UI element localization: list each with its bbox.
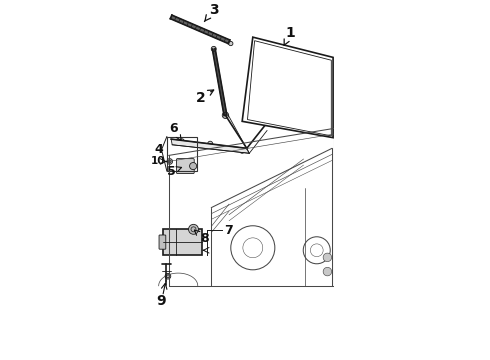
Circle shape <box>229 41 233 46</box>
Circle shape <box>323 267 332 276</box>
Circle shape <box>208 141 213 146</box>
Text: 3: 3 <box>204 3 219 22</box>
FancyBboxPatch shape <box>163 229 202 255</box>
FancyBboxPatch shape <box>176 159 194 174</box>
Circle shape <box>323 253 332 262</box>
Circle shape <box>222 112 229 118</box>
Circle shape <box>240 148 245 153</box>
Text: 1: 1 <box>284 26 295 45</box>
Circle shape <box>211 46 216 51</box>
Text: 6: 6 <box>169 122 181 140</box>
Circle shape <box>167 159 172 164</box>
FancyBboxPatch shape <box>159 235 166 249</box>
Polygon shape <box>171 139 249 153</box>
Circle shape <box>189 224 198 234</box>
Text: 5: 5 <box>167 165 182 177</box>
Text: 2: 2 <box>196 90 214 104</box>
Text: 10: 10 <box>151 157 166 166</box>
Circle shape <box>165 273 171 279</box>
Circle shape <box>179 139 184 144</box>
Text: 7: 7 <box>224 224 233 237</box>
Text: 8: 8 <box>195 230 208 245</box>
Text: 4: 4 <box>154 143 163 156</box>
Text: 9: 9 <box>157 294 166 308</box>
Circle shape <box>190 162 196 170</box>
